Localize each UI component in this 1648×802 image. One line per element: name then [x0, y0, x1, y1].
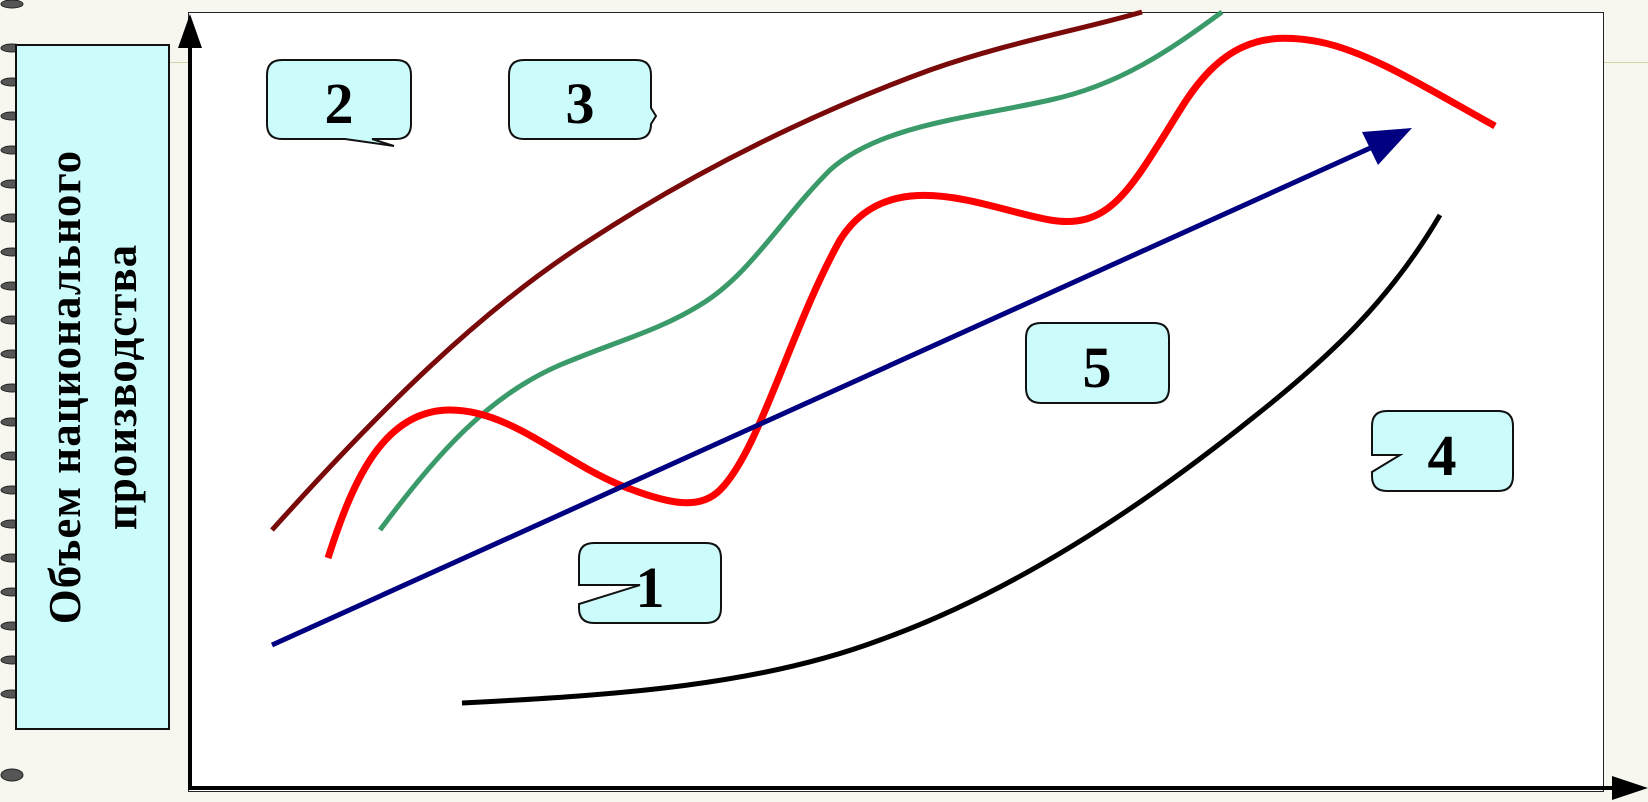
- x-axis-arrowhead: [1612, 776, 1648, 800]
- decorative-rule-left: [170, 62, 200, 63]
- trend-arrowhead: [1362, 128, 1412, 165]
- callout-1-text: 1: [636, 555, 665, 620]
- y-axis-label-box: Объем национального производства: [15, 44, 170, 730]
- callout-4-text: 4: [1428, 423, 1457, 488]
- callout-4: 4: [1371, 410, 1514, 492]
- trend-arrow: [270, 137, 1390, 648]
- callout-3: 3: [508, 59, 658, 140]
- callout-5: 5: [1025, 322, 1170, 404]
- y-axis-arrowhead: [178, 14, 202, 48]
- red-wave-curve: [324, 34, 1497, 560]
- dark-red-curve: [270, 9, 1143, 532]
- decorative-rule-right: [1602, 62, 1648, 63]
- callout-5-text: 5: [1083, 335, 1112, 400]
- callout-1: 1: [578, 542, 722, 624]
- axes: [178, 14, 1648, 800]
- callout-2: 2: [266, 59, 412, 147]
- callout-2-text: 2: [325, 71, 354, 136]
- green-curve: [378, 9, 1224, 532]
- callout-3-text: 3: [566, 71, 595, 136]
- black-curve: [461, 213, 1443, 706]
